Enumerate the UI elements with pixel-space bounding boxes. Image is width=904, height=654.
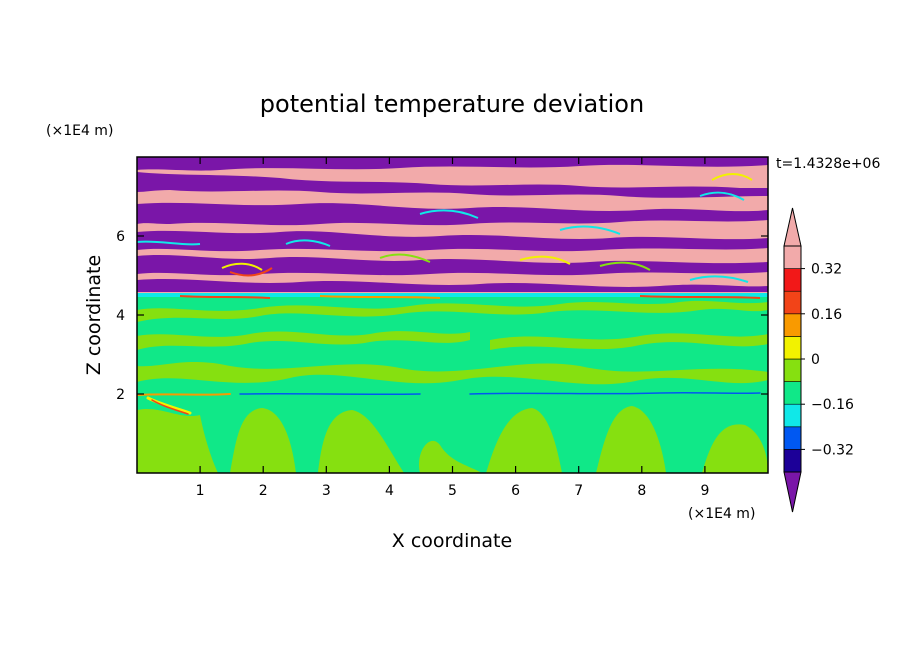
colorbar-band bbox=[783, 426, 802, 450]
colorbar-band bbox=[783, 245, 802, 269]
y-tick-label: 2 bbox=[116, 387, 125, 403]
colorbar-band bbox=[783, 358, 802, 382]
upper-negative-bands bbox=[137, 157, 768, 292]
x-tick-label: 4 bbox=[385, 483, 394, 499]
x-tick-label: 8 bbox=[637, 483, 646, 499]
contour-field bbox=[137, 157, 768, 473]
colorbar-band bbox=[783, 381, 802, 405]
x-tick-label: 1 bbox=[196, 483, 205, 499]
y-tick-label: 4 bbox=[116, 308, 125, 324]
colorbar-tick-label: 0 bbox=[811, 352, 820, 368]
x-axis-ticks: 1 2 3 4 5 6 7 8 9 bbox=[196, 157, 709, 499]
time-label: t=1.4328e+06 bbox=[776, 156, 880, 172]
y-unit-label: (×1E4 m) bbox=[46, 123, 113, 139]
y-tick-label: 6 bbox=[116, 229, 125, 245]
colorbar-min-arrow bbox=[783, 471, 802, 513]
colorbar-band bbox=[783, 449, 802, 473]
x-tick-label: 3 bbox=[322, 483, 331, 499]
colorbar-band bbox=[783, 403, 802, 428]
colorbar: 0.32 0.16 0 −0.16 −0.32 bbox=[783, 207, 854, 513]
upper-highlights bbox=[137, 173, 761, 299]
y-axis-ticks: 2 4 6 bbox=[116, 229, 768, 403]
colorbar-band bbox=[783, 313, 802, 337]
colorbar-band bbox=[783, 336, 802, 360]
colorbar-band bbox=[783, 268, 802, 292]
colorbar-tick-label: 0.16 bbox=[811, 307, 842, 323]
x-tick-label: 7 bbox=[574, 483, 583, 499]
colorbar-tick-label: −0.16 bbox=[811, 397, 854, 413]
colorbar-band bbox=[783, 290, 802, 315]
x-tick-label: 6 bbox=[511, 483, 520, 499]
colorbar-tick-label: −0.32 bbox=[811, 442, 854, 458]
colorbar-tick-label: 0.32 bbox=[811, 262, 842, 278]
tropopause-band bbox=[137, 292, 768, 297]
x-unit-label: (×1E4 m) bbox=[688, 506, 755, 522]
x-tick-label: 9 bbox=[700, 483, 709, 499]
colorbar-max-arrow bbox=[783, 207, 802, 247]
lower-region-patches bbox=[137, 300, 768, 473]
y-axis-label: Z coordinate bbox=[83, 255, 105, 375]
x-tick-label: 2 bbox=[259, 483, 268, 499]
x-axis-label: X coordinate bbox=[392, 530, 512, 552]
z2-interface bbox=[137, 391, 761, 415]
chart-title: potential temperature deviation bbox=[260, 90, 644, 118]
x-tick-label: 5 bbox=[448, 483, 457, 499]
